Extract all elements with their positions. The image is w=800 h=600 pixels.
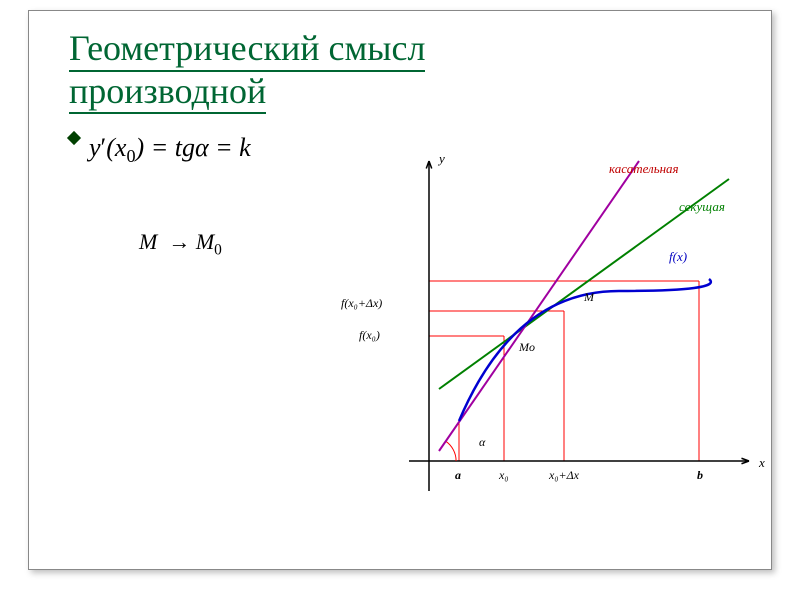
svg-text:Mo: Mo: [518, 340, 535, 354]
svg-text:f(x₀+Δx): f(x₀+Δx): [341, 296, 382, 310]
slide-title: Геометрический смысл производной: [69, 29, 425, 114]
title-line-1: Геометрический смысл: [69, 29, 425, 72]
bullet-icon: [67, 131, 81, 145]
derivative-chart: y x касательная секущая f(x) M Mo α f(x₀+Δx) f(x₀…: [329, 141, 789, 521]
slide-frame: Геометрический смысл производной y′(x0) …: [28, 10, 772, 570]
svg-text:x: x: [758, 455, 765, 470]
slide: Геометрический смысл производной y′(x0) …: [0, 0, 800, 600]
title-line-2: производной: [69, 72, 266, 115]
svg-text:M: M: [583, 290, 595, 304]
svg-text:α: α: [479, 435, 486, 449]
svg-text:x₀: x₀: [498, 468, 509, 482]
chart-svg: y x касательная секущая f(x) M Mo α f(x₀+Δx) f(x₀…: [329, 141, 789, 521]
limit-formula: M → M0: [139, 229, 222, 259]
svg-text:x₀+Δx: x₀+Δx: [548, 468, 580, 482]
derivative-formula: y′(x0) = tgα = k: [89, 133, 251, 167]
svg-text:y: y: [437, 151, 445, 166]
svg-text:f(x): f(x): [669, 249, 687, 264]
svg-text:b: b: [697, 468, 703, 482]
svg-text:a: a: [455, 468, 461, 482]
svg-text:касательная: касательная: [609, 161, 679, 176]
svg-text:секущая: секущая: [679, 199, 725, 214]
svg-text:f(x₀): f(x₀): [359, 328, 380, 342]
